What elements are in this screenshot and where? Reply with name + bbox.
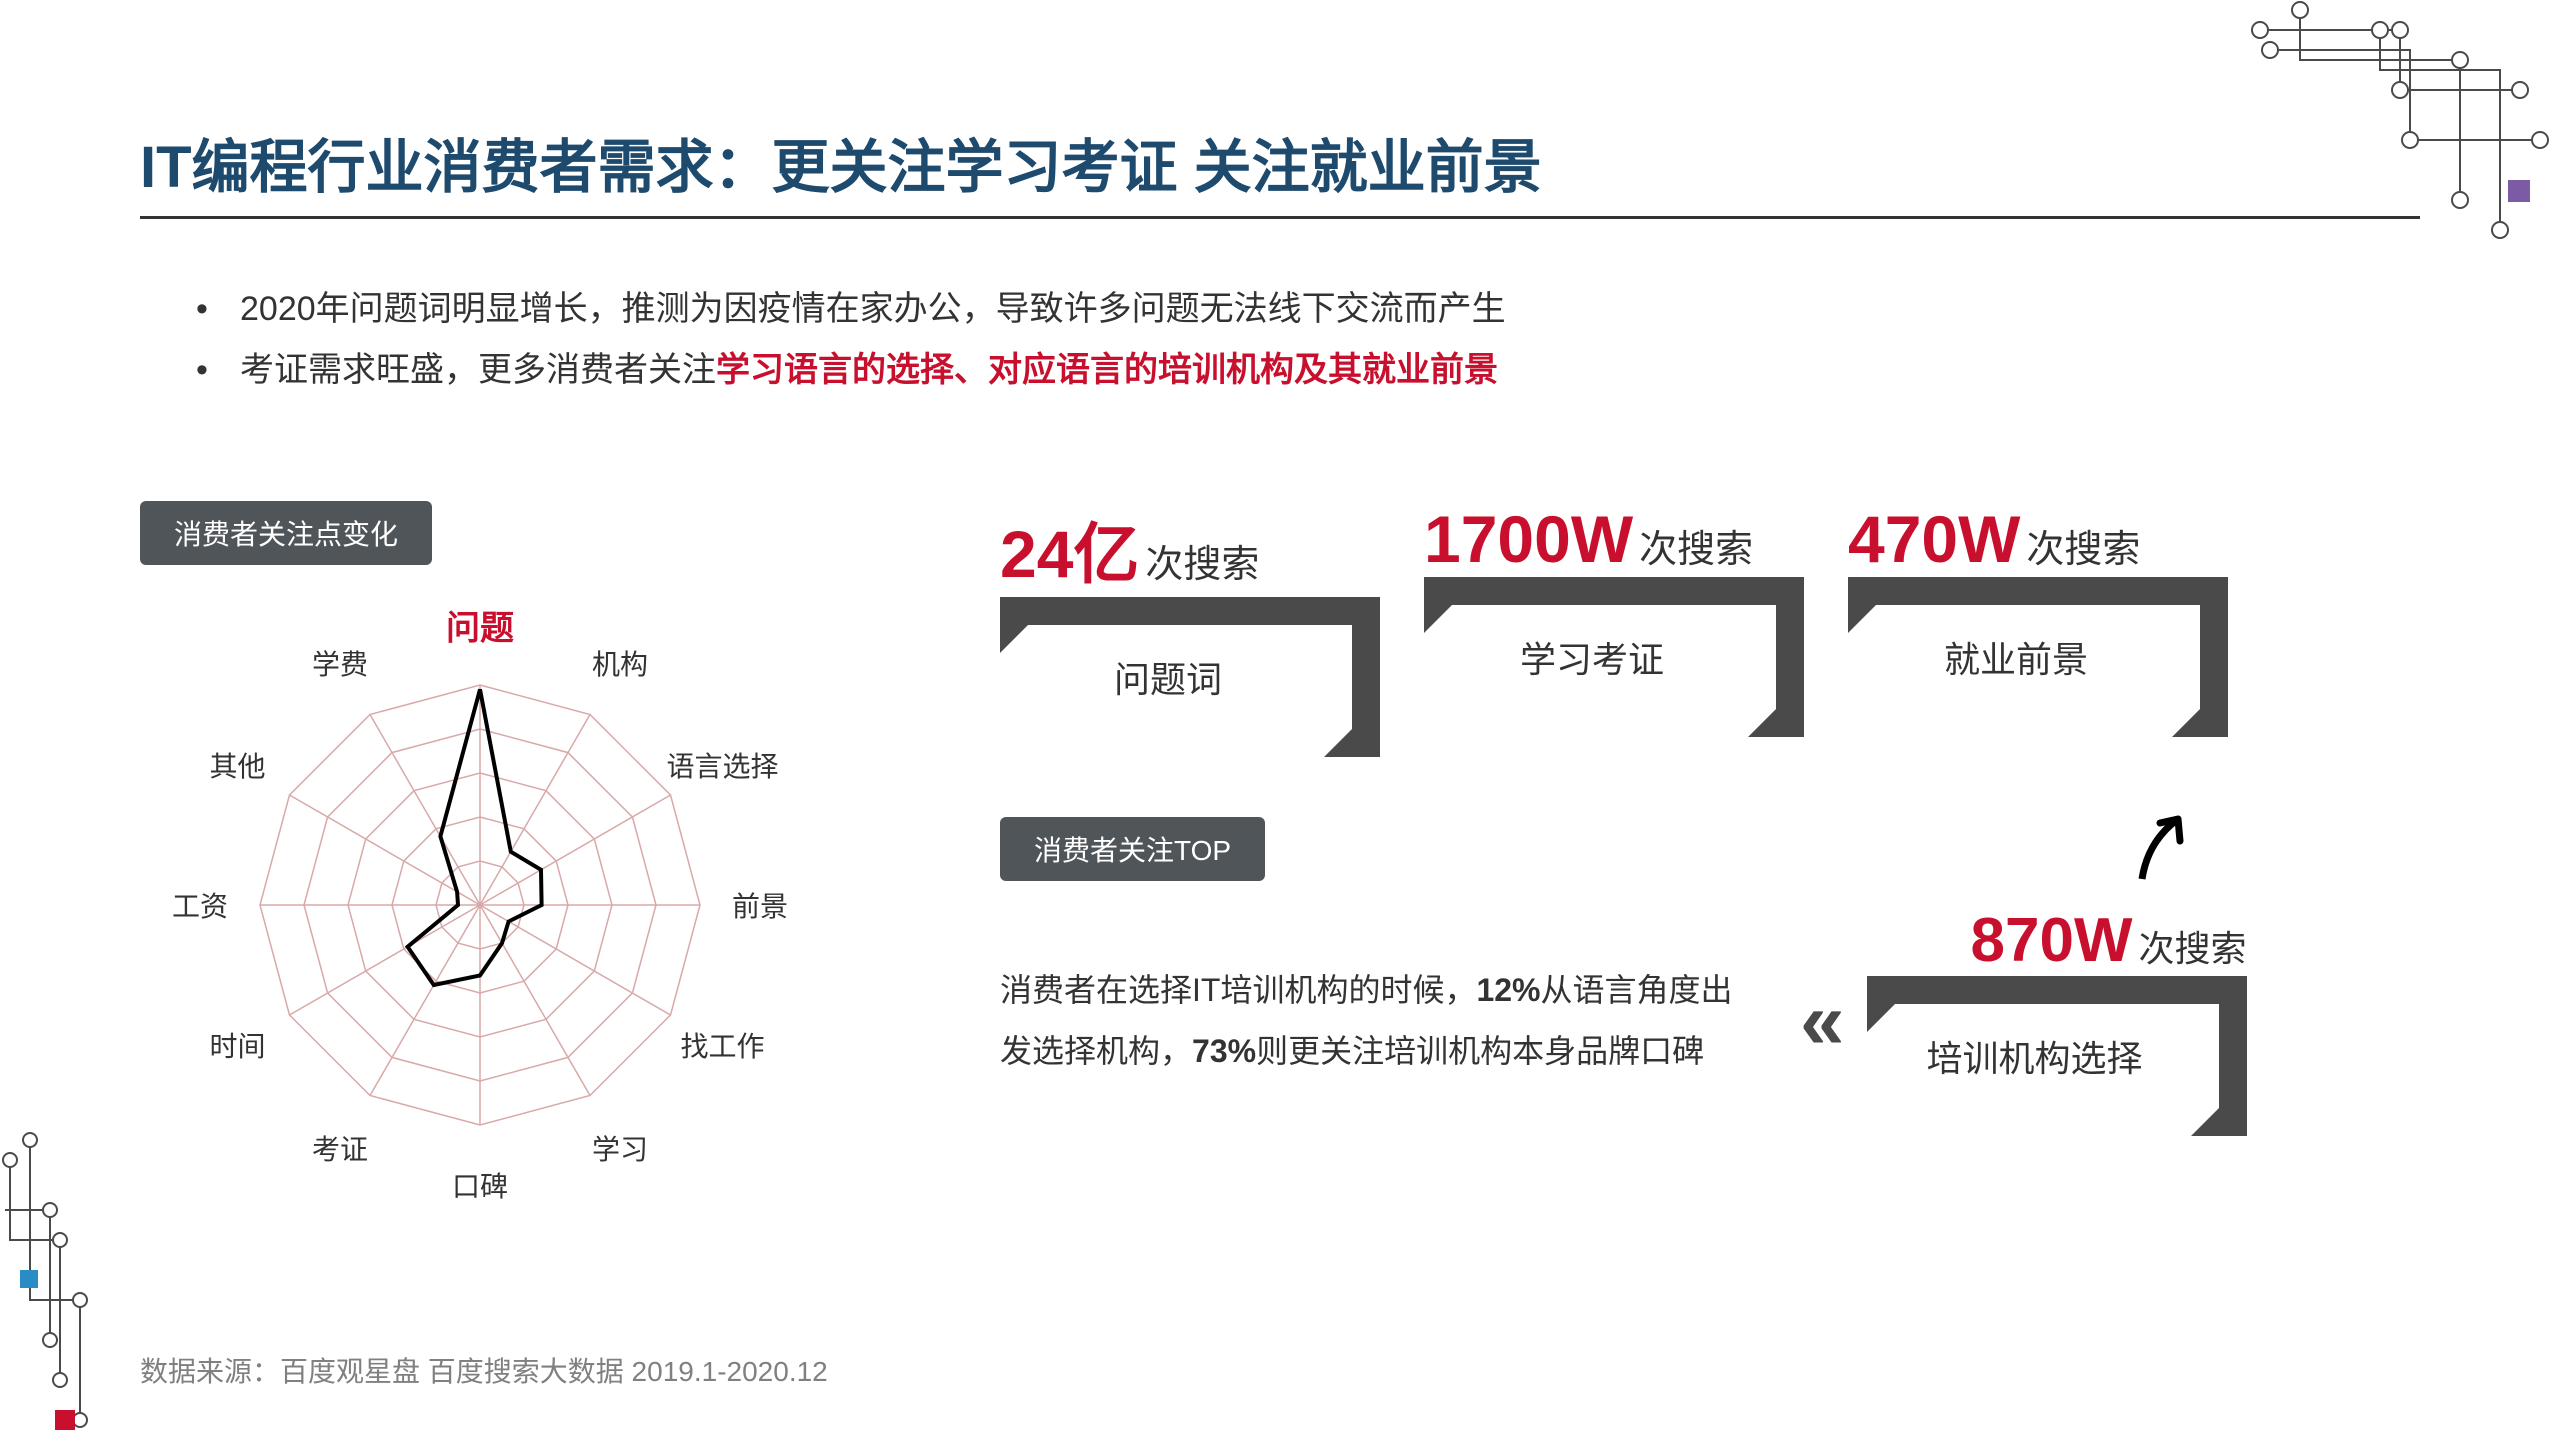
radar-axis-label: 前景 (732, 885, 788, 925)
radar-axis-label: 学费 (312, 643, 368, 683)
title-underline (140, 216, 2420, 219)
description-text: 消费者在选择IT培训机构的时候，12%从语言角度出发选择机构，73%则更关注培训… (1000, 960, 1760, 1082)
stats-row: 24亿次搜索 问题词 1700W次搜索 学习考证 470W次搜索 就业前景 (1000, 501, 2420, 757)
radar-axis-label: 口碑 (452, 1165, 508, 1205)
stat-block-3: 470W次搜索 就业前景 (1848, 501, 2228, 737)
data-source: 数据来源：百度观星盘 百度搜索大数据 2019.1-2020.12 (140, 1350, 828, 1390)
top-badge: 消费者关注TOP (1000, 817, 1265, 881)
stat-block-4: 870W次搜索 培训机构选择 (1867, 905, 2247, 1136)
radar-axis-label: 学习 (592, 1128, 648, 1168)
slide-title: IT编程行业消费者需求：更关注学习考证 关注就业前景 (140, 120, 2420, 204)
radar-axis-label: 找工作 (680, 1025, 764, 1065)
radar-chart: 问题机构语言选择前景找工作学习口碑 考证 时间 工资 其他 学费 (140, 585, 820, 1205)
radar-axis-label: 考证 (312, 1128, 368, 1168)
bullet-2: 考证需求旺盛，更多消费者关注学习语言的选择、对应语言的培训机构及其就业前景 (196, 340, 2420, 401)
double-chevron-left-icon: « (1800, 975, 1827, 1067)
radar-badge: 消费者关注点变化 (140, 501, 432, 565)
stat-block-2: 1700W次搜索 学习考证 (1424, 501, 1804, 737)
radar-axis-label: 问题 (446, 601, 514, 650)
radar-axis-label: 其他 (209, 745, 265, 785)
radar-axis-label: 语言选择 (666, 745, 778, 785)
bullet-list: 2020年问题词明显增长，推测为因疫情在家办公，导致许多问题无法线下交流而产生 … (196, 279, 2420, 401)
arrow-up-curved (2130, 801, 2210, 896)
bullet-1: 2020年问题词明显增长，推测为因疫情在家办公，导致许多问题无法线下交流而产生 (196, 279, 2420, 340)
stat-block-1: 24亿次搜索 问题词 (1000, 501, 1380, 757)
radar-axis-label: 机构 (592, 643, 648, 683)
radar-axis-label: 时间 (209, 1025, 265, 1065)
radar-axis-label: 工资 (172, 885, 228, 925)
